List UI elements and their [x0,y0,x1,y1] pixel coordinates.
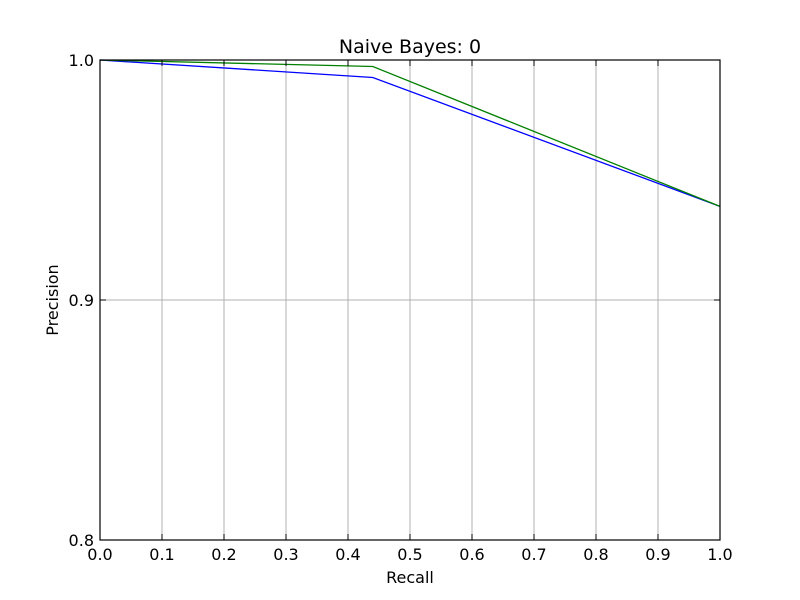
series-line-0 [99,59,721,208]
x-tick-labels: 0.0 0.1 0.2 0.3 0.4 0.5 0.6 0.7 0.8 0.9 1.0 [87,545,732,564]
x-tick-label: 0.0 [87,545,112,564]
y-tick-label: 1.0 [69,51,94,70]
axis-ticks [99,59,721,541]
x-tick-label: 0.9 [645,545,670,564]
gridlines [99,59,721,541]
series-line-1 [99,59,721,208]
x-axis-label: Recall [386,568,434,587]
x-tick-label: 0.8 [583,545,608,564]
x-tick-label: 0.1 [149,545,174,564]
y-tick-label: 0.9 [69,291,94,310]
x-tick-label: 0.7 [521,545,546,564]
y-axis-label: Precision [43,264,62,335]
x-tick-label: 1.0 [707,545,732,564]
x-tick-label: 0.4 [335,545,360,564]
x-tick-label: 0.2 [211,545,236,564]
series-lines [99,59,721,208]
x-tick-label: 0.5 [397,545,422,564]
y-tick-labels: 0.8 0.9 1.0 [69,51,94,550]
x-tick-label: 0.6 [459,545,484,564]
x-tick-label: 0.3 [273,545,298,564]
y-tick-label: 0.8 [69,531,94,550]
chart-title: Naive Bayes: 0 [339,36,481,58]
